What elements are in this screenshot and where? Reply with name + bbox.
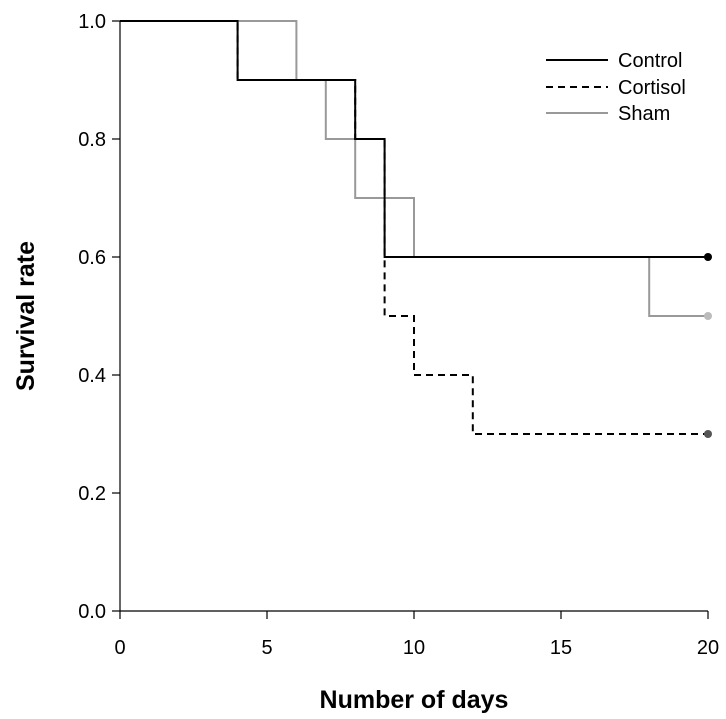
y-tick-label: 0.2: [78, 483, 106, 505]
series-line-control: [120, 20, 708, 258]
x-tick-label: 0: [114, 637, 125, 659]
series-layer: [120, 20, 712, 438]
y-tick-label: 0.8: [78, 129, 106, 151]
y-tick-label: 0.6: [78, 247, 106, 269]
x-tick-label: 5: [261, 637, 272, 659]
series-line-sham: [120, 20, 708, 317]
end-marker-sham: [704, 312, 712, 320]
end-marker-control: [704, 253, 712, 261]
y-tick-label: 0.4: [78, 365, 106, 387]
y-tick-label: 0.0: [78, 601, 106, 623]
x-tick-label: 15: [550, 637, 572, 659]
y-tick-label: 1.0: [78, 11, 106, 33]
x-tick-label: 10: [403, 637, 425, 659]
legend-label-sham: Sham: [618, 103, 670, 125]
end-marker-cortisol: [704, 430, 712, 438]
legend-label-control: Control: [618, 50, 682, 72]
legend-label-cortisol: Cortisol: [618, 77, 686, 99]
x-axis-title: Number of days: [320, 686, 509, 714]
x-tick-label: 20: [697, 637, 719, 659]
ticks-layer: 0.0 0.2 0.4 0.6 0.8 1.0 0 5 10 15 20: [78, 11, 719, 659]
legend: Control Cortisol Sham: [546, 50, 686, 125]
y-axis-title: Survival rate: [12, 241, 40, 391]
